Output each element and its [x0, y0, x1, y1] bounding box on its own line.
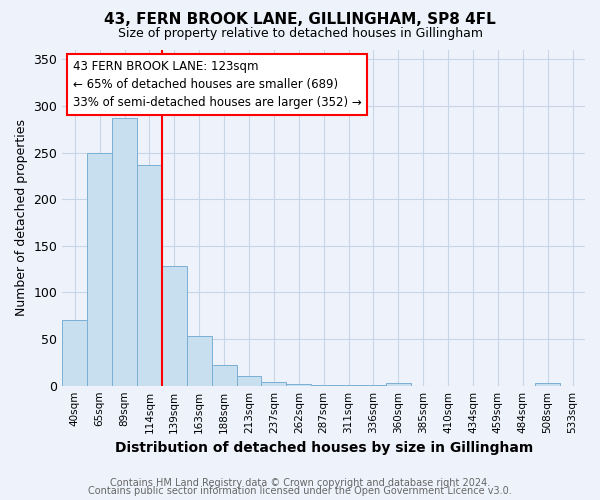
- Text: Size of property relative to detached houses in Gillingham: Size of property relative to detached ho…: [118, 28, 482, 40]
- Bar: [386, 383, 411, 386]
- Bar: [262, 382, 286, 386]
- Bar: [286, 384, 311, 386]
- X-axis label: Distribution of detached houses by size in Gillingham: Distribution of detached houses by size …: [115, 441, 533, 455]
- Text: Contains public sector information licensed under the Open Government Licence v3: Contains public sector information licen…: [88, 486, 512, 496]
- Text: 43 FERN BROOK LANE: 123sqm
← 65% of detached houses are smaller (689)
33% of sem: 43 FERN BROOK LANE: 123sqm ← 65% of deta…: [73, 60, 361, 109]
- Bar: [87, 152, 112, 386]
- Bar: [112, 118, 137, 386]
- Y-axis label: Number of detached properties: Number of detached properties: [15, 120, 28, 316]
- Bar: [535, 383, 560, 386]
- Text: Contains HM Land Registry data © Crown copyright and database right 2024.: Contains HM Land Registry data © Crown c…: [110, 478, 490, 488]
- Bar: [336, 384, 361, 386]
- Bar: [311, 384, 336, 386]
- Bar: [162, 266, 187, 386]
- Bar: [212, 365, 236, 386]
- Text: 43, FERN BROOK LANE, GILLINGHAM, SP8 4FL: 43, FERN BROOK LANE, GILLINGHAM, SP8 4FL: [104, 12, 496, 28]
- Bar: [187, 336, 212, 386]
- Bar: [137, 164, 162, 386]
- Bar: [62, 320, 87, 386]
- Bar: [236, 376, 262, 386]
- Bar: [361, 384, 386, 386]
